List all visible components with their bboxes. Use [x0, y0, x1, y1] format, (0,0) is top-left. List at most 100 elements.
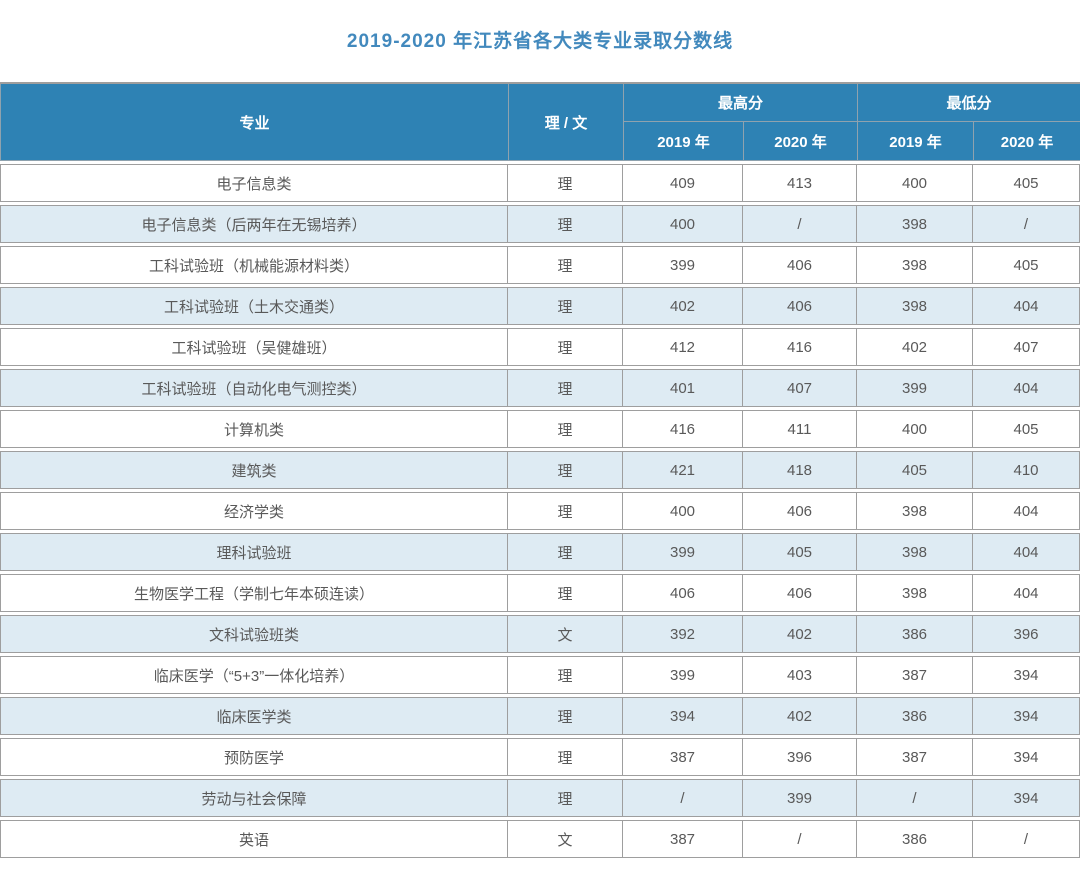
cell-major: 生物医学工程（学制七年本硕连读） — [0, 574, 508, 612]
cell-max2019: 406 — [623, 574, 743, 612]
cell-min2020: 394 — [973, 779, 1080, 817]
cell-min2019: / — [857, 779, 973, 817]
col-header-track: 理 / 文 — [508, 82, 624, 161]
cell-min2019: 402 — [857, 328, 973, 366]
cell-track: 理 — [508, 533, 623, 571]
cell-min2019: 400 — [857, 164, 973, 202]
cell-max2020: 406 — [743, 492, 857, 530]
cell-max2020: / — [743, 205, 857, 243]
cell-min2020: 404 — [973, 492, 1080, 530]
cell-max2020: 396 — [743, 738, 857, 776]
cell-min2020: 404 — [973, 574, 1080, 612]
cell-min2019: 398 — [857, 246, 973, 284]
cell-max2019: 401 — [623, 369, 743, 407]
cell-min2020: 405 — [973, 410, 1080, 448]
cell-major: 工科试验班（吴健雄班） — [0, 328, 508, 366]
cell-min2020: / — [973, 205, 1080, 243]
cell-max2020: 399 — [743, 779, 857, 817]
cell-track: 文 — [508, 820, 623, 858]
cell-max2020: 403 — [743, 656, 857, 694]
cell-max2019: / — [623, 779, 743, 817]
col-header-min-2019: 2019 年 — [857, 121, 975, 161]
col-header-max-2020: 2020 年 — [742, 121, 859, 161]
cell-min2020: 405 — [973, 164, 1080, 202]
cell-min2019: 386 — [857, 615, 973, 653]
cell-track: 理 — [508, 574, 623, 612]
score-table-header: 专业 理 / 文 最高分 最低分 2019 年 2020 年 2019 年 20… — [0, 82, 1080, 161]
cell-max2019: 387 — [623, 820, 743, 858]
cell-max2019: 400 — [623, 205, 743, 243]
cell-max2020: / — [743, 820, 857, 858]
table-row: 临床医学（“5+3”一体化培养）理 399 403 387 394 — [0, 656, 1080, 694]
cell-major: 预防医学 — [0, 738, 508, 776]
cell-min2019: 398 — [857, 205, 973, 243]
table-row: 经济学类理 400 406 398 404 — [0, 492, 1080, 530]
cell-major: 理科试验班 — [0, 533, 508, 571]
cell-major: 工科试验班（自动化电气测控类） — [0, 369, 508, 407]
header-group-row: 专业 理 / 文 最高分 最低分 — [0, 82, 1080, 161]
cell-track: 理 — [508, 287, 623, 325]
cell-track: 理 — [508, 164, 623, 202]
cell-min2020: 404 — [973, 287, 1080, 325]
cell-max2020: 416 — [743, 328, 857, 366]
cell-max2019: 402 — [623, 287, 743, 325]
cell-min2020: 394 — [973, 738, 1080, 776]
header-year-row: 2019 年 2020 年 2019 年 2020 年 — [1, 121, 1080, 161]
cell-max2020: 411 — [743, 410, 857, 448]
table-row: 电子信息类（后两年在无锡培养）理 400/398/ — [0, 205, 1080, 243]
table-row: 计算机类理 416 411 400 405 — [0, 410, 1080, 448]
cell-max2019: 387 — [623, 738, 743, 776]
cell-max2020: 413 — [743, 164, 857, 202]
cell-min2019: 386 — [857, 820, 973, 858]
cell-major: 经济学类 — [0, 492, 508, 530]
cell-min2019: 400 — [857, 410, 973, 448]
cell-max2020: 406 — [743, 246, 857, 284]
col-header-major: 专业 — [0, 82, 509, 161]
table-row: 劳动与社会保障理/399/394 — [0, 779, 1080, 817]
cell-major: 电子信息类（后两年在无锡培养） — [0, 205, 508, 243]
cell-track: 理 — [508, 492, 623, 530]
cell-min2019: 399 — [857, 369, 973, 407]
cell-min2019: 386 — [857, 697, 973, 735]
cell-max2020: 405 — [743, 533, 857, 571]
cell-min2019: 398 — [857, 492, 973, 530]
cell-max2019: 394 — [623, 697, 743, 735]
cell-track: 理 — [508, 369, 623, 407]
cell-major: 电子信息类 — [0, 164, 508, 202]
cell-max2019: 412 — [623, 328, 743, 366]
cell-max2019: 399 — [623, 246, 743, 284]
cell-min2020: 410 — [973, 451, 1080, 489]
cell-track: 理 — [508, 779, 623, 817]
cell-major: 临床医学类 — [0, 697, 508, 735]
table-row: 预防医学理 387 396 387 394 — [0, 738, 1080, 776]
cell-max2019: 399 — [623, 656, 743, 694]
col-header-min-group: 最低分 — [857, 82, 1080, 122]
cell-min2019: 398 — [857, 574, 973, 612]
table-row: 电子信息类理 409 413 400 405 — [0, 164, 1080, 202]
cell-min2020: 407 — [973, 328, 1080, 366]
cell-max2020: 418 — [743, 451, 857, 489]
cell-max2020: 406 — [743, 287, 857, 325]
table-row: 工科试验班（自动化电气测控类）理 401 407 399 404 — [0, 369, 1080, 407]
cell-track: 理 — [508, 738, 623, 776]
cell-min2019: 387 — [857, 656, 973, 694]
cell-min2020: / — [973, 820, 1080, 858]
cell-track: 文 — [508, 615, 623, 653]
page-title: 2019-2020 年江苏省各大类专业录取分数线 — [346, 31, 734, 52]
cell-major: 临床医学（“5+3”一体化培养） — [0, 656, 508, 694]
cell-track: 理 — [508, 656, 623, 694]
cell-max2019: 400 — [623, 492, 743, 530]
cell-major: 工科试验班（机械能源材料类） — [0, 246, 508, 284]
cell-max2019: 416 — [623, 410, 743, 448]
table-row: 工科试验班（机械能源材料类）理 399 406 398 405 — [0, 246, 1080, 284]
cell-max2019: 409 — [623, 164, 743, 202]
cell-major: 文科试验班类 — [0, 615, 508, 653]
cell-track: 理 — [508, 205, 623, 243]
cell-min2020: 404 — [973, 533, 1080, 571]
cell-min2020: 394 — [973, 697, 1080, 735]
score-table-body: 电子信息类理 409 413 400 405 电子信息类（后两年在无锡培养）理 400/39… — [0, 161, 1080, 861]
table-row: 工科试验班（吴健雄班）理 412 416 402 407 — [0, 328, 1080, 366]
table-row: 理科试验班理 399 405 398 404 — [0, 533, 1080, 571]
cell-max2020: 402 — [743, 615, 857, 653]
